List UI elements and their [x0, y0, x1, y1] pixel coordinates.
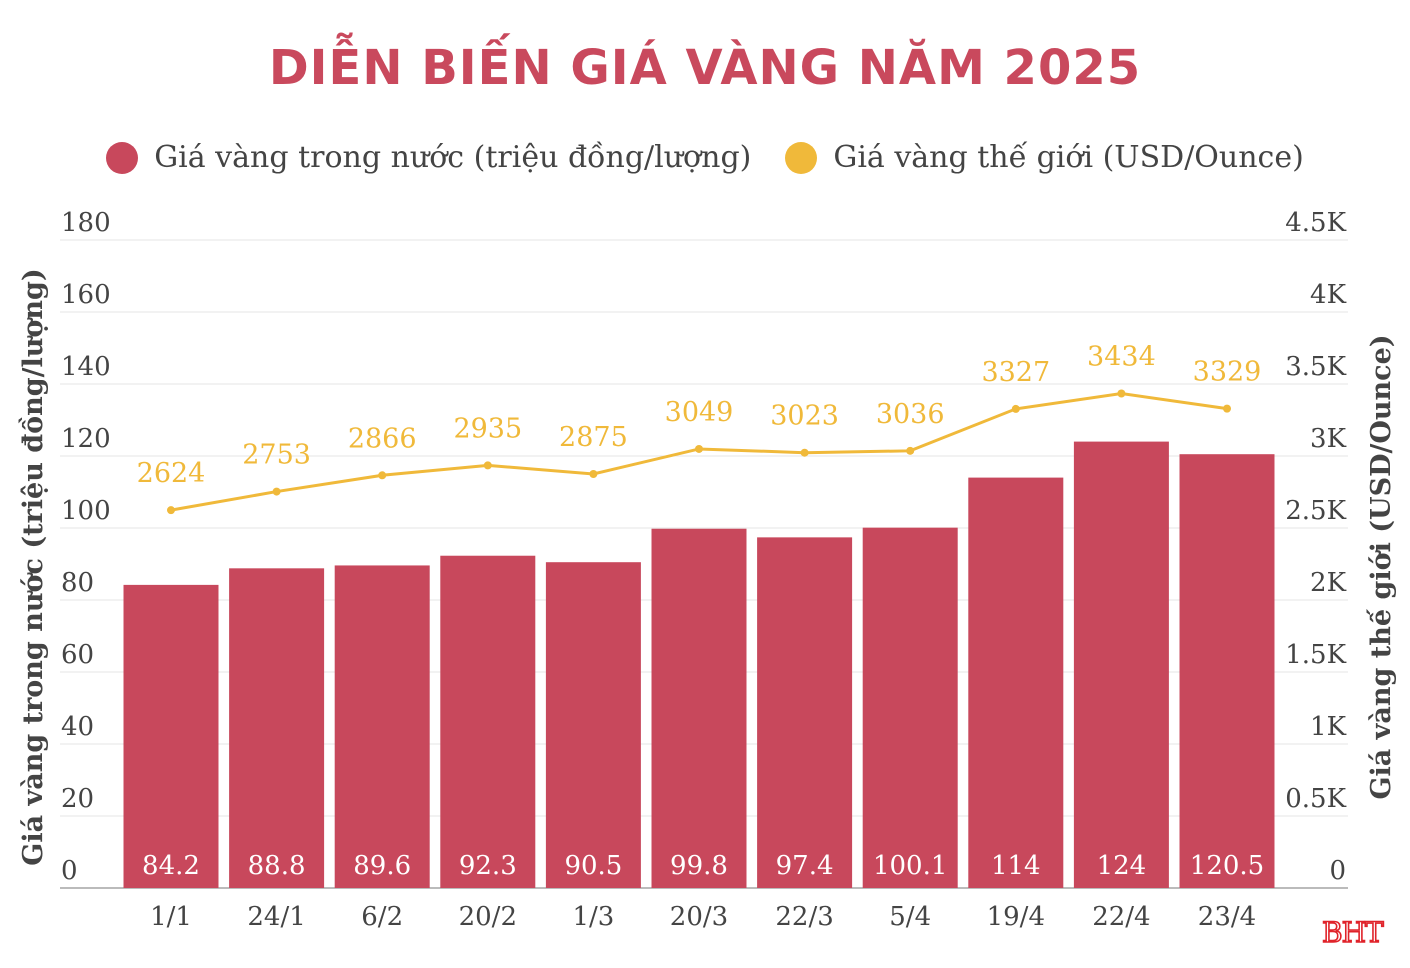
y-tick-right: 4.5K	[1285, 208, 1346, 238]
y-tick-right: 0	[1329, 856, 1346, 886]
x-tick-label: 5/4	[889, 902, 931, 932]
x-tick-label: 1/3	[572, 902, 614, 932]
line-point	[378, 471, 387, 480]
y-tick-right: 4K	[1310, 280, 1347, 310]
y-tick-left: 20	[61, 784, 94, 814]
y-tick-left: 60	[61, 640, 94, 670]
bar	[545, 562, 641, 888]
line-value-label: 3434	[1087, 342, 1156, 373]
line-point	[483, 461, 492, 470]
line-point	[906, 446, 915, 455]
bar-value-label: 99.8	[670, 851, 728, 881]
line-value-label: 3036	[876, 399, 945, 430]
y-tick-left: 180	[61, 208, 111, 238]
y-tick-right: 3K	[1310, 424, 1347, 454]
legend-swatch-world	[785, 141, 818, 174]
line-point	[1223, 404, 1231, 413]
bht-logo: BHT	[1321, 915, 1386, 950]
x-tick-label: 20/3	[670, 902, 728, 932]
y-axis-title-left: Giá vàng trong nước (triệu đồng/lượng)	[17, 268, 49, 865]
bar-value-label: 92.3	[459, 851, 517, 881]
bar-value-label: 88.8	[248, 851, 306, 881]
y-tick-right: 0.5K	[1285, 784, 1346, 814]
y-tick-left: 0	[61, 856, 78, 886]
bar-value-label: 120.5	[1190, 851, 1264, 881]
y-tick-right: 2K	[1310, 568, 1347, 598]
line-value-label: 2624	[137, 458, 206, 489]
x-tick-label: 24/1	[247, 902, 305, 932]
bar-value-label: 100.1	[873, 851, 947, 881]
bar-value-label: 114	[991, 851, 1041, 881]
y-tick-right: 1K	[1310, 712, 1347, 742]
x-tick-label: 19/4	[987, 902, 1045, 932]
bar	[229, 568, 325, 888]
line-point	[1117, 389, 1126, 398]
y-tick-right: 2.5K	[1285, 496, 1346, 526]
line-point	[800, 448, 809, 457]
line-point	[167, 506, 175, 515]
x-tick-label: 22/3	[775, 902, 833, 932]
bar	[1179, 454, 1275, 888]
y-tick-left: 100	[61, 496, 111, 526]
line-value-label: 3023	[770, 401, 839, 432]
y-tick-left: 140	[61, 352, 111, 382]
legend: Giá vàng trong nước (triệu đồng/lượng) G…	[0, 140, 1410, 175]
x-tick-label: 22/4	[1092, 902, 1150, 932]
bar	[1073, 441, 1169, 888]
y-axis-title-right: Giá vàng thế giới (USD/Ounce)	[1365, 334, 1397, 799]
y-tick-left: 80	[61, 568, 94, 598]
line-value-label: 2753	[242, 440, 311, 471]
line-point	[589, 470, 598, 478]
bar	[968, 477, 1064, 888]
x-tick-label: 23/4	[1198, 902, 1256, 932]
legend-label-domestic: Giá vàng trong nước (triệu đồng/lượng)	[154, 140, 752, 175]
line-value-label: 2935	[453, 413, 522, 444]
bar	[123, 584, 219, 888]
bar-value-label: 124	[1097, 851, 1147, 881]
line-value-label: 2875	[559, 422, 628, 453]
line-value-label: 3049	[665, 397, 734, 428]
bar	[862, 527, 958, 888]
line-value-label: 3329	[1193, 357, 1262, 388]
line-point	[695, 444, 703, 453]
line-value-label: 2866	[348, 423, 417, 454]
x-tick-label: 1/1	[150, 902, 192, 932]
legend-label-world: Giá vàng thế giới (USD/Ounce)	[833, 140, 1304, 175]
y-tick-right: 1.5K	[1285, 640, 1346, 670]
svg-text:BHT: BHT	[1322, 916, 1384, 949]
x-tick-label: 6/2	[361, 902, 403, 932]
y-tick-left: 160	[61, 280, 111, 310]
legend-item-world: Giá vàng thế giới (USD/Ounce)	[785, 140, 1304, 175]
bar	[651, 528, 747, 888]
bar-value-label: 89.6	[353, 851, 411, 881]
x-tick-label: 20/2	[459, 902, 517, 932]
y-tick-right: 3.5K	[1285, 352, 1346, 382]
y-tick-left: 120	[61, 424, 111, 454]
legend-item-domestic: Giá vàng trong nước (triệu đồng/lượng)	[106, 140, 751, 175]
bar	[440, 555, 536, 888]
bar	[757, 537, 853, 888]
line-point	[1011, 404, 1020, 413]
line-value-label: 3327	[981, 357, 1050, 388]
bar-value-label: 90.5	[564, 851, 622, 881]
y-tick-left: 40	[61, 712, 94, 742]
bar-value-label: 97.4	[776, 851, 834, 881]
bar-value-label: 84.2	[142, 851, 200, 881]
bar	[334, 565, 430, 888]
line-point	[272, 487, 281, 496]
chart-title: DIỄN BIẾN GIÁ VÀNG NĂM 2025	[268, 40, 1142, 96]
legend-swatch-domestic	[106, 141, 139, 174]
